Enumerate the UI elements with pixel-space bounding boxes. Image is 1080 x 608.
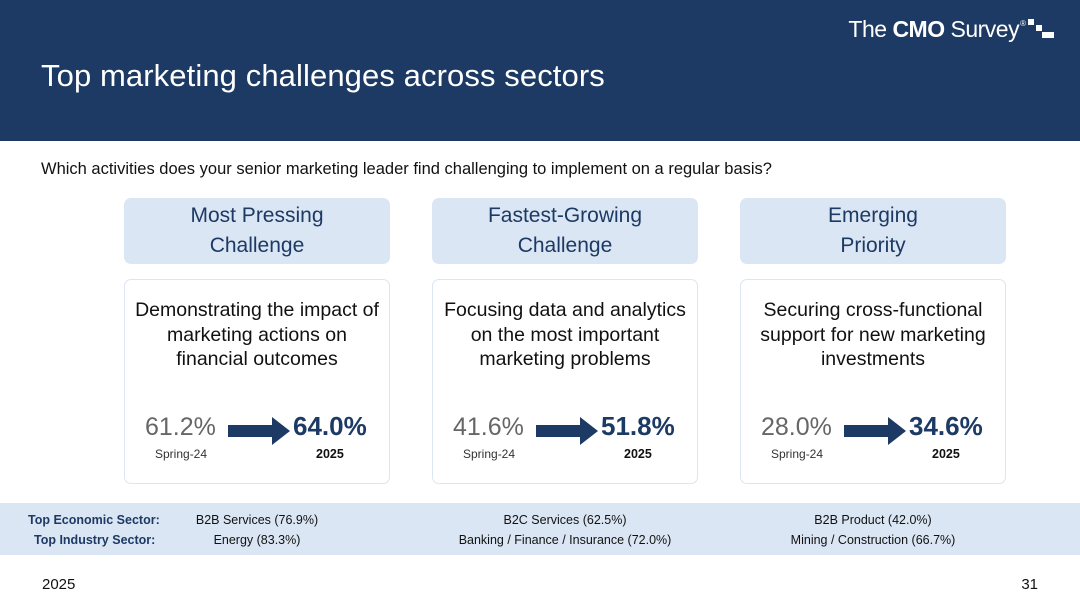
arrow-right-icon (228, 417, 290, 445)
column-heading-emerging-priority: Emerging Priority (740, 198, 1006, 264)
challenge-card-most-pressing: Demonstrating the impact of marketing ac… (124, 279, 390, 484)
current-period-label: 2025 (932, 447, 960, 461)
challenge-card-emerging-priority: Securing cross-functional support for ne… (740, 279, 1006, 484)
current-value: 34.6% (909, 411, 983, 441)
challenge-card-fastest-growing: Focusing data and analytics on the most … (432, 279, 698, 484)
column-heading-fastest-growing: Fastest-Growing Challenge (432, 198, 698, 264)
current-value: 51.8% (601, 411, 675, 441)
column-heading-most-pressing: Most Pressing Challenge (124, 198, 390, 264)
sector-band: Top Economic Sector: Top Industry Sector… (0, 503, 1080, 555)
economic-sector-value: B2B Product (42.0%) (814, 513, 932, 527)
previous-value: 28.0% (761, 413, 832, 441)
industry-sector-value: Mining / Construction (66.7%) (790, 533, 956, 547)
challenge-description: Demonstrating the impact of marketing ac… (135, 299, 379, 370)
current-period-label: 2025 (316, 447, 344, 461)
economic-sector-value: B2C Services (62.5%) (503, 513, 627, 527)
header-banner: Top marketing challenges across sectors … (0, 0, 1080, 141)
previous-value: 41.6% (453, 413, 524, 441)
industry-sector-value: Banking / Finance / Insurance (72.0%) (458, 533, 672, 547)
economic-sector-value: B2B Services (76.9%) (195, 513, 319, 527)
current-period-label: 2025 (624, 447, 652, 461)
previous-value: 61.2% (145, 413, 216, 441)
cmo-survey-logo: The CMO Survey ® (848, 16, 1054, 46)
footer-year: 2025 (42, 576, 76, 593)
industry-sector-value: Energy (83.3%) (213, 533, 301, 547)
challenge-description: Focusing data and analytics on the most … (444, 299, 686, 370)
challenge-description: Securing cross-functional support for ne… (760, 299, 986, 370)
economic-sector-label: Top Economic Sector: (28, 513, 160, 527)
previous-period-label: Spring-24 (463, 447, 516, 461)
current-value: 64.0% (293, 411, 367, 441)
logo-squares-icon (1028, 16, 1054, 42)
arrow-right-icon (536, 417, 598, 445)
page-number: 31 (1021, 576, 1038, 593)
previous-period-label: Spring-24 (155, 447, 208, 461)
logo-wordmark: The CMO Survey (848, 16, 1020, 42)
page-title: Top marketing challenges across sectors (41, 58, 605, 93)
arrow-right-icon (844, 417, 906, 445)
industry-sector-label: Top Industry Sector: (34, 533, 156, 547)
survey-question: Which activities does your senior market… (41, 160, 772, 178)
previous-period-label: Spring-24 (771, 447, 824, 461)
logo-registered-mark: ® (1020, 19, 1026, 28)
